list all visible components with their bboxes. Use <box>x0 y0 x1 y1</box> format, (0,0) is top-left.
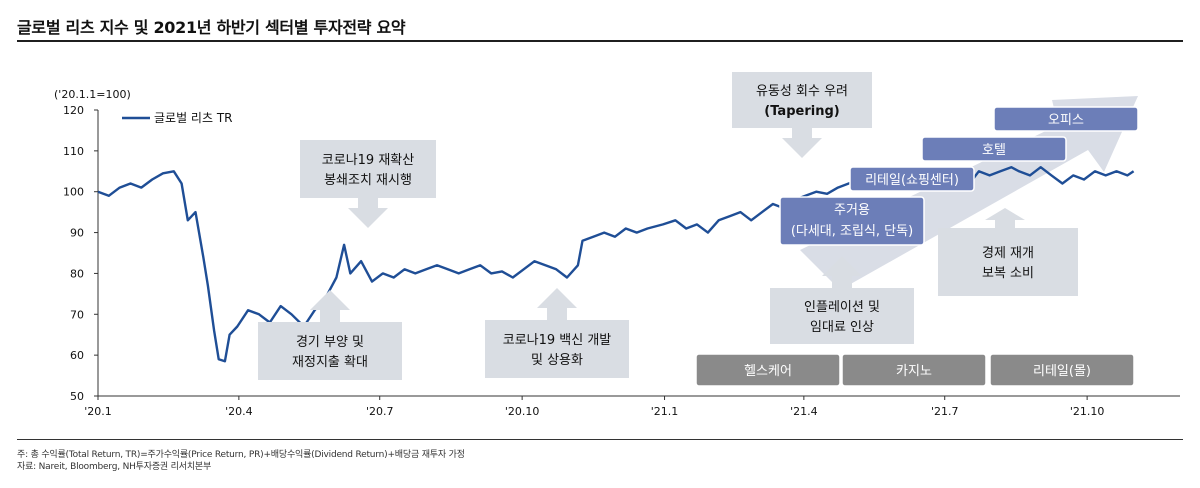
sector-box <box>849 166 975 192</box>
note-box <box>300 140 436 198</box>
note-text: 및 상용화 <box>531 353 583 368</box>
note-arrow <box>310 290 350 322</box>
sector-label: 호텔 <box>982 143 1006 158</box>
bottom-sector-label: 리테일(몰) <box>1033 364 1091 379</box>
legend-label: 글로벌 리츠 TR <box>154 111 233 125</box>
sector-box <box>779 196 925 246</box>
y-tick-label: 60 <box>70 349 84 362</box>
y-tick-label: 70 <box>70 308 84 321</box>
chart-title: 글로벌 리츠 지수 및 2021년 하반기 섹터별 투자전략 요약 <box>17 18 406 37</box>
note-box <box>732 72 872 128</box>
y-tick-label: 50 <box>70 390 84 403</box>
note-text: 보복 소비 <box>982 266 1034 281</box>
sector-label: 오피스 <box>1048 113 1084 128</box>
note-text: 코로나19 재확산 <box>322 153 414 168</box>
note-box <box>938 228 1078 296</box>
y-tick-label: 100 <box>63 186 84 199</box>
note-text: 코로나19 백신 개발 <box>503 333 612 348</box>
note-arrow <box>985 208 1025 228</box>
bottom-sector-label: 카지노 <box>896 364 932 379</box>
y-tick-label: 80 <box>70 267 84 280</box>
x-tick-label: '20.1 <box>84 405 112 418</box>
note-arrow <box>782 128 822 158</box>
bottom-sector-box <box>695 353 841 387</box>
note-arrow <box>348 198 388 228</box>
x-tick-label: '20.10 <box>505 405 540 418</box>
note-text: 경제 재개 <box>982 246 1034 261</box>
x-tick-label: '20.4 <box>225 405 253 418</box>
note-arrow <box>537 288 577 320</box>
y-tick-label: 90 <box>70 227 84 240</box>
note-text: 인플레이션 및 <box>804 300 880 315</box>
note-box <box>485 320 629 378</box>
sector-box <box>993 106 1139 132</box>
sector-label: 주거용 <box>834 203 870 218</box>
note-text: (Tapering) <box>764 104 839 119</box>
y-axis-label: ('20.1.1=100) <box>54 88 131 101</box>
footer-rule <box>17 439 1183 440</box>
footer-note: 주: 총 수익률(Total Return, TR)=주가수익률(Price R… <box>17 450 465 460</box>
x-tick-label: '21.4 <box>790 405 818 418</box>
note-text: 유동성 회수 우려 <box>756 84 848 99</box>
bottom-sector-box <box>841 353 987 387</box>
x-tick-label: '21.7 <box>931 405 959 418</box>
note-box <box>258 322 402 380</box>
bottom-sector-box <box>989 353 1135 387</box>
note-text: 재정지출 확대 <box>292 355 368 370</box>
bottom-sector-label: 헬스케어 <box>744 364 792 379</box>
reit-chart: 50 60 70 80 90 100 110 120 ('20.1.1=100) '20.1 '20… <box>54 72 1180 418</box>
footer-source: 자료: Nareit, Bloomberg, NH투자증권 리서치본부 <box>17 462 212 472</box>
sector-label: 리테일(쇼핑센터) <box>865 173 959 188</box>
note-box <box>770 288 914 344</box>
note-text: 임대료 인상 <box>810 320 874 335</box>
y-tick-label: 120 <box>63 104 84 117</box>
x-tick-label: '21.1 <box>651 405 679 418</box>
sector-label: (다세대, 조립식, 단독) <box>791 224 913 239</box>
note-text: 경기 부양 및 <box>296 335 364 350</box>
note-arrow <box>822 256 862 288</box>
y-tick-label: 110 <box>63 145 84 158</box>
sector-box <box>921 136 1067 162</box>
note-text: 봉쇄조치 재시행 <box>324 172 412 188</box>
x-tick-label: '21.10 <box>1070 405 1105 418</box>
x-tick-label: '20.7 <box>366 405 394 418</box>
title-rule <box>17 40 1183 42</box>
